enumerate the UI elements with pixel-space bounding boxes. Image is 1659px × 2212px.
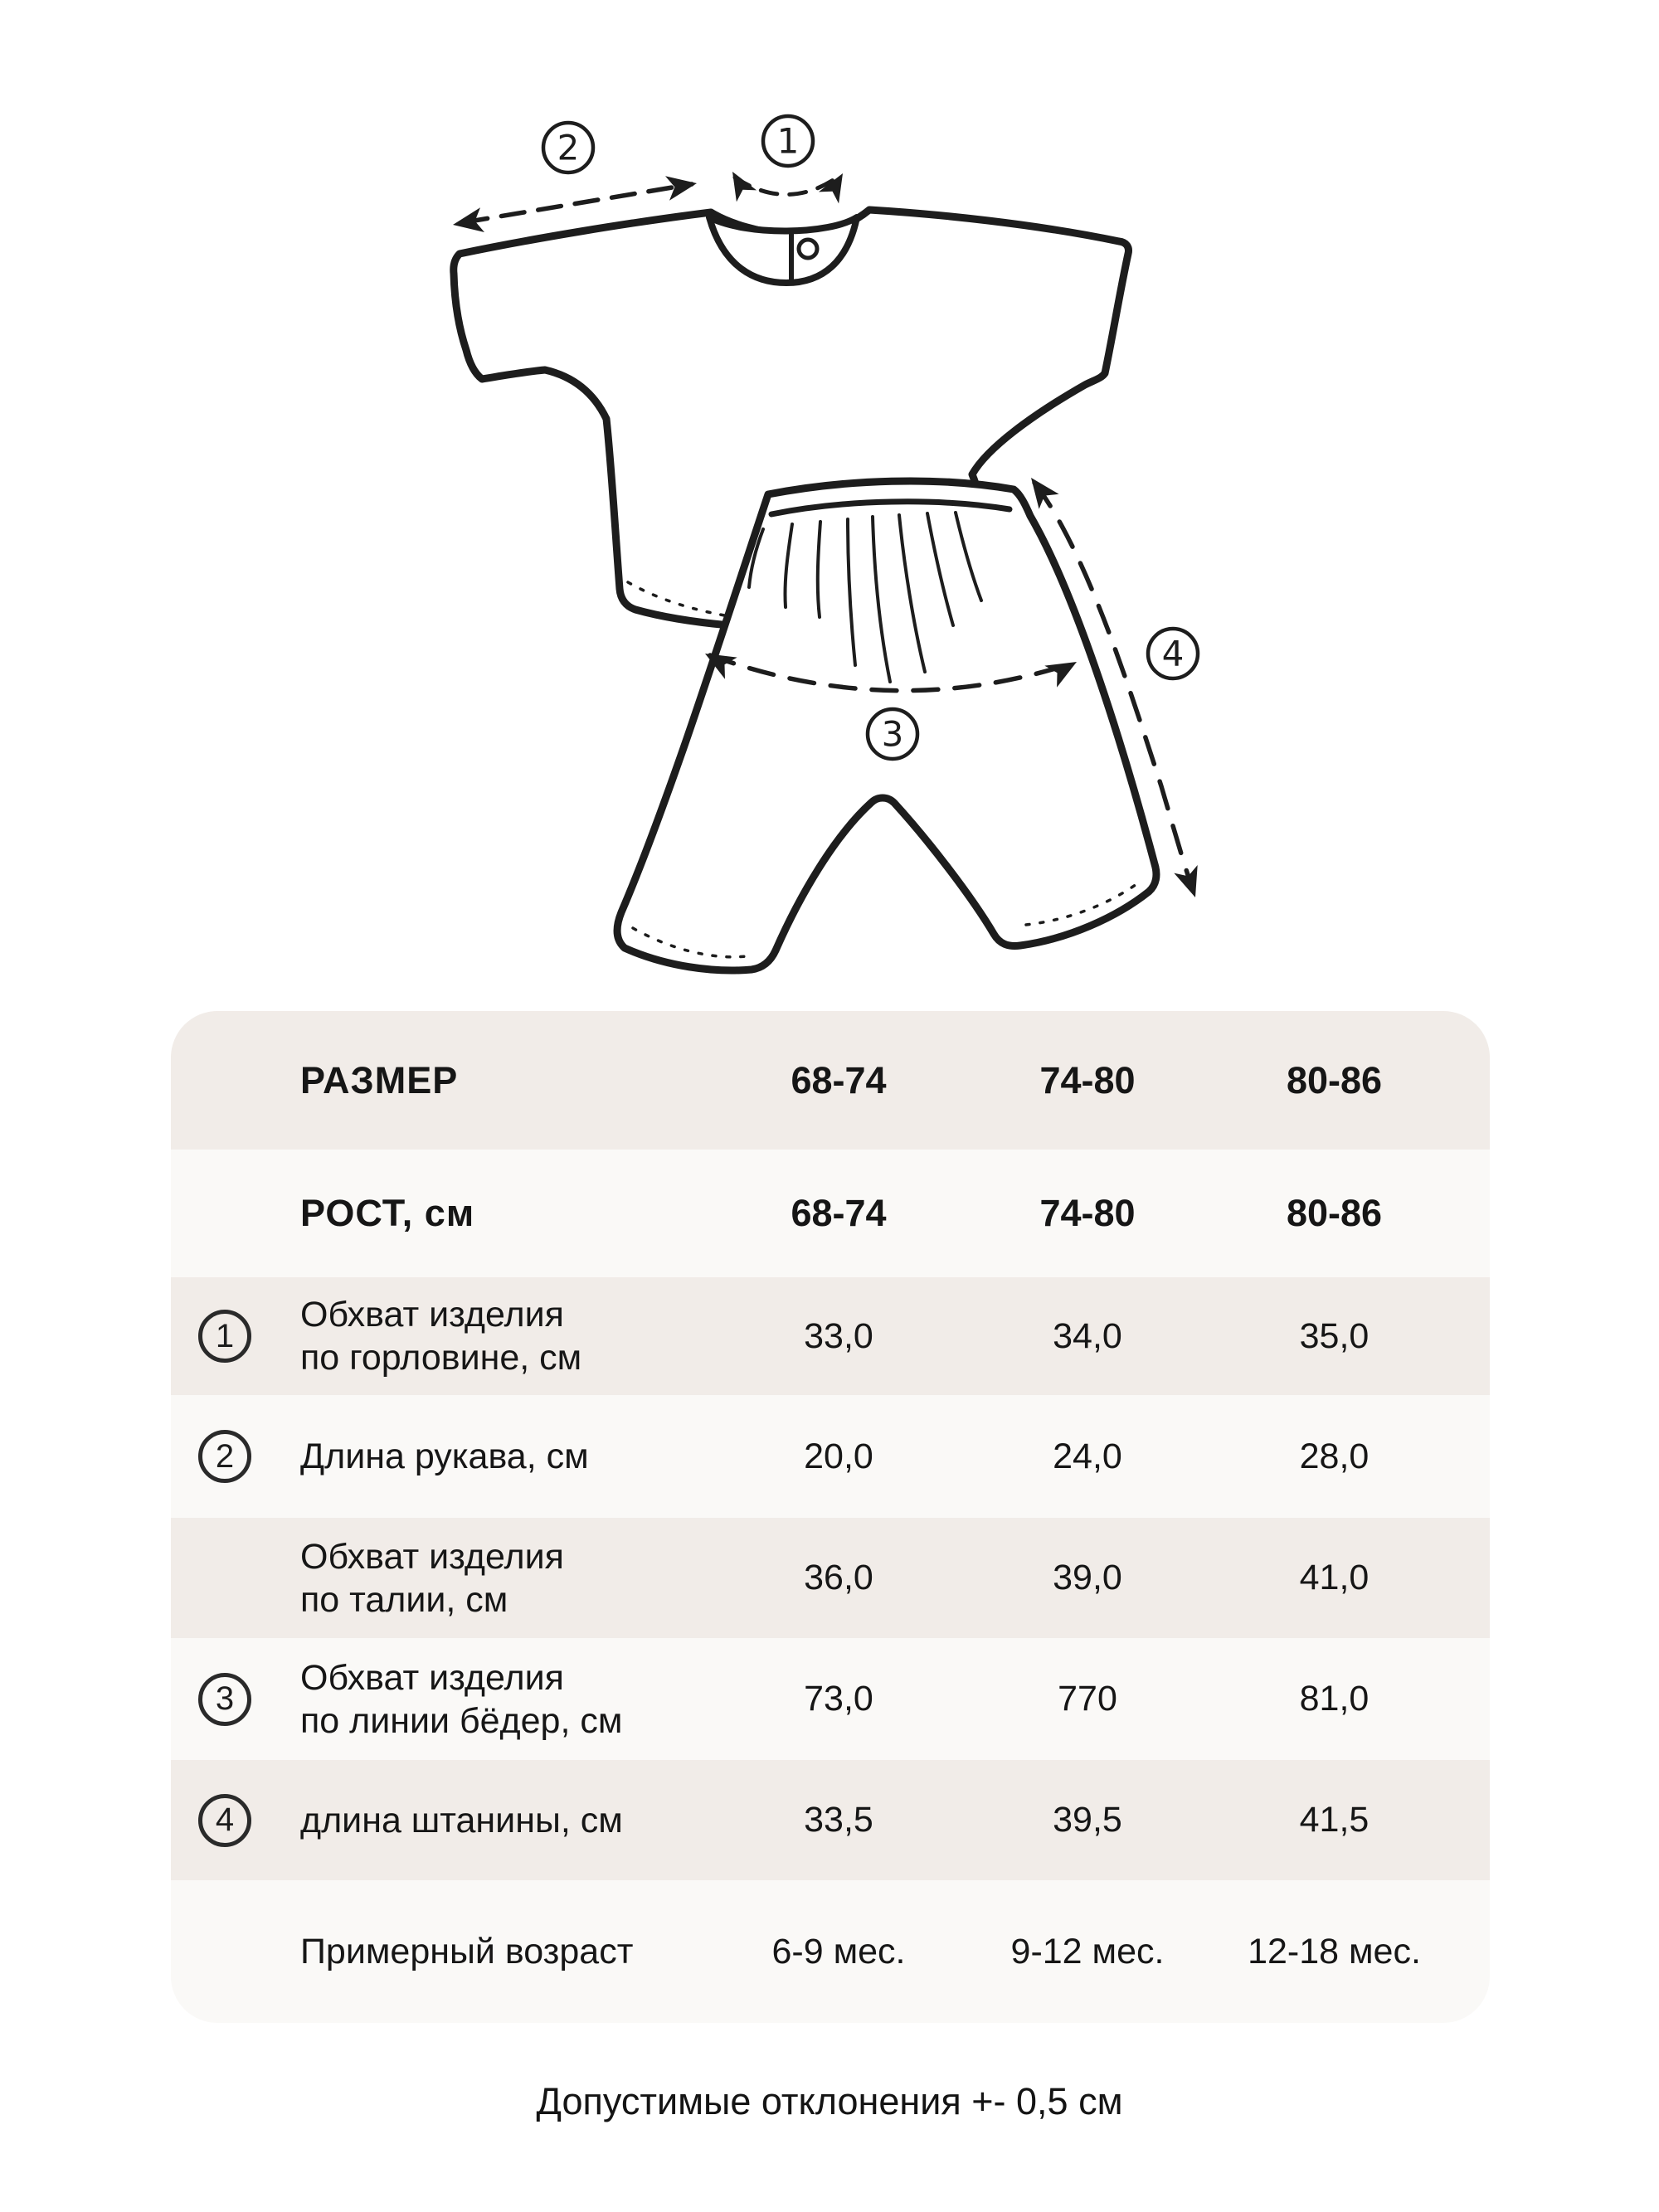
marker-1-label: 1 bbox=[777, 121, 800, 162]
measure-value: 33,0 bbox=[804, 1315, 873, 1356]
row-marker: 4 bbox=[171, 1793, 279, 1847]
size-value: 80-86 bbox=[1286, 1192, 1383, 1234]
measure-value: 20,0 bbox=[804, 1436, 873, 1476]
circled-number-1: 1 bbox=[198, 1310, 251, 1363]
measure-value: 770 bbox=[1058, 1679, 1117, 1719]
size-value: 74-80 bbox=[1039, 1058, 1136, 1101]
measure-value: 41,0 bbox=[1299, 1558, 1370, 1597]
table-row-size-header: РАЗМЕР 68-74 74-80 80-86 bbox=[171, 1011, 1490, 1150]
measure-2-arrow bbox=[462, 182, 694, 225]
marker-2-circle bbox=[541, 120, 596, 175]
row-label: Обхват изделия по талии, см bbox=[300, 1536, 564, 1620]
row-label: длина штанины, см bbox=[300, 1800, 623, 1840]
measure-4-arrowhead-bottom bbox=[1174, 865, 1198, 897]
measure-3-arrowhead-left bbox=[705, 654, 737, 679]
circled-number-2: 2 bbox=[198, 1430, 251, 1483]
marker-4-circle bbox=[1146, 626, 1200, 681]
size-value: 74-80 bbox=[1039, 1192, 1136, 1234]
row-label: РАЗМЕР bbox=[300, 1058, 459, 1101]
marker-3-circle bbox=[865, 707, 920, 761]
measure-value: 39,5 bbox=[1053, 1800, 1122, 1840]
marker-4-label: 4 bbox=[1162, 634, 1185, 674]
size-table: РАЗМЕР 68-74 74-80 80-86 РОСТ, см 68-74 … bbox=[171, 1011, 1490, 2023]
marker-3-label: 3 bbox=[882, 714, 904, 755]
tshirt-button bbox=[796, 237, 820, 260]
age-value: 9-12 мес. bbox=[1010, 1931, 1165, 1971]
table-row-neck-girth: 1 Обхват изделия по горловине, см 33,0 3… bbox=[171, 1277, 1490, 1395]
measure-value: 34,0 bbox=[1053, 1315, 1122, 1356]
measure-value: 24,0 bbox=[1053, 1436, 1122, 1476]
measure-4-arrow bbox=[1032, 480, 1194, 890]
measure-value: 28,0 bbox=[1299, 1436, 1370, 1476]
table-row-height-header: РОСТ, см 68-74 74-80 80-86 bbox=[171, 1150, 1490, 1277]
measure-4-arrowhead-top bbox=[1031, 478, 1059, 509]
size-value: 80-86 bbox=[1286, 1058, 1383, 1101]
table-row-leg-length: 4 длина штанины, см 33,5 39,5 41,5 bbox=[171, 1760, 1490, 1880]
marker-1-circle bbox=[761, 114, 815, 168]
measure-2-arrowhead-left bbox=[453, 207, 484, 232]
measure-3-arrow bbox=[708, 653, 1074, 693]
measure-1-arrowhead-right bbox=[818, 173, 843, 204]
pants-left-hem-stitch bbox=[631, 926, 747, 959]
pants-waistband-line bbox=[768, 498, 1013, 518]
tshirt-neck-bib bbox=[706, 214, 860, 286]
measure-value: 33,5 bbox=[804, 1800, 873, 1840]
measure-3-arrowhead-right bbox=[1044, 662, 1077, 688]
row-label: Примерный возраст bbox=[300, 1932, 634, 1971]
circled-number-3: 3 bbox=[198, 1672, 251, 1726]
measure-value: 73,0 bbox=[804, 1679, 873, 1719]
row-label: Обхват изделия по горловине, см bbox=[300, 1295, 582, 1378]
tolerance-note: Допустимые отклонения +- 0,5 см bbox=[536, 2080, 1123, 2122]
table-row-sleeve-length: 2 Длина рукава, см 20,0 24,0 28,0 bbox=[171, 1395, 1490, 1518]
row-marker: 3 bbox=[171, 1672, 279, 1726]
measure-value: 36,0 bbox=[804, 1558, 873, 1597]
measure-value: 39,0 bbox=[1053, 1558, 1122, 1597]
row-label: Длина рукава, см bbox=[300, 1437, 589, 1476]
tshirt-hem-stitch bbox=[626, 581, 848, 625]
measure-value: 81,0 bbox=[1299, 1679, 1370, 1719]
measure-1-arrowhead-left bbox=[732, 172, 757, 202]
row-marker: 1 bbox=[171, 1310, 279, 1363]
pants-right-hem-stitch bbox=[1024, 878, 1144, 926]
pants-gather-lines bbox=[747, 511, 983, 683]
garment-diagram: 2 1 3 4 bbox=[450, 114, 1200, 975]
marker-2-label: 2 bbox=[557, 128, 580, 168]
row-label: РОСТ, см bbox=[300, 1192, 475, 1234]
circled-number-4: 4 bbox=[198, 1793, 251, 1847]
measure-2-arrowhead-right bbox=[665, 176, 697, 201]
measure-value: 35,0 bbox=[1299, 1315, 1370, 1356]
table-row-hip-girth: 3 Обхват изделия по линии бёдер, см 73,0… bbox=[171, 1638, 1490, 1760]
age-value: 12-18 мес. bbox=[1248, 1931, 1421, 1971]
measure-value: 41,5 bbox=[1299, 1800, 1370, 1840]
row-label: Обхват изделия по линии бёдер, см bbox=[300, 1657, 623, 1741]
size-value: 68-74 bbox=[791, 1192, 887, 1234]
row-marker: 2 bbox=[171, 1430, 279, 1483]
table-row-waist-girth: Обхват изделия по талии, см 36,0 39,0 41… bbox=[171, 1518, 1490, 1638]
table-row-approx-age: Примерный возраст 6-9 мес. 9-12 мес. 12-… bbox=[171, 1880, 1490, 2023]
age-value: 6-9 мес. bbox=[771, 1931, 906, 1971]
size-value: 68-74 bbox=[791, 1058, 887, 1101]
